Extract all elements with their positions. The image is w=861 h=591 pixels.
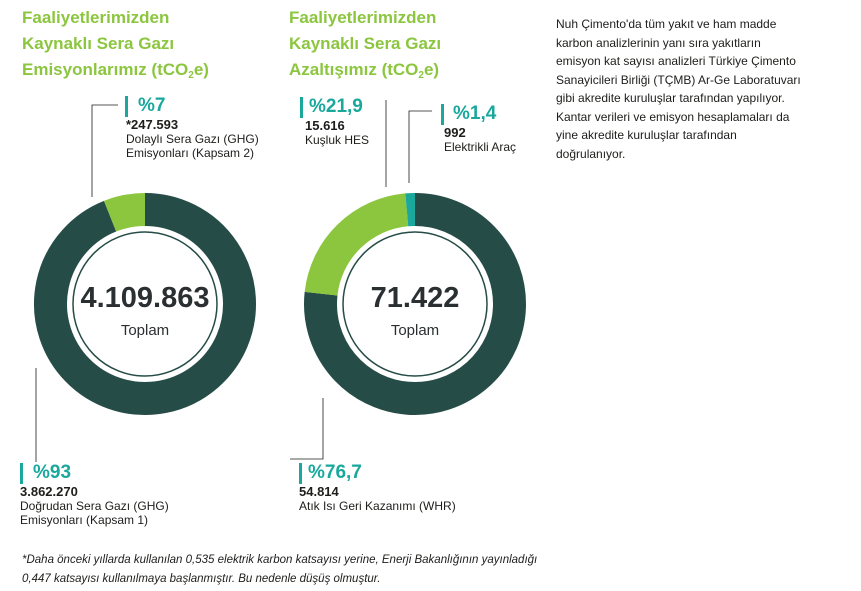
callout-scope2-label2: Emisyonları (Kapsam 2) [126, 146, 255, 160]
callout-scope1-label2: Emisyonları (Kapsam 1) [20, 513, 149, 527]
callout-scope2: %7 *247.593 Dolaylı Sera Gazı (GHG) Emis… [126, 95, 259, 160]
slice-scope2 [103, 193, 146, 232]
callout-scope1-value: 3.862.270 [20, 484, 78, 499]
slice-whr [304, 193, 526, 415]
callout-scope1-percent: %93 [33, 462, 72, 483]
callout-whr: %76,7 54.814 Atık Isı Geri Kazanımı (WHR… [299, 462, 456, 513]
leader-line-whr [290, 398, 324, 460]
leader-line-scope2 [91, 104, 118, 197]
footnote: *Daha önceki yıllarda kullanılan 0,535 e… [22, 554, 538, 585]
callout-ev-value: 992 [444, 125, 466, 140]
callout-bar-ev [441, 104, 444, 125]
slice-scope1 [34, 193, 256, 415]
callout-hes-value: 15.616 [305, 118, 345, 133]
inner-circle [342, 231, 488, 377]
callout-ev-percent: %1,4 [453, 103, 497, 124]
callout-scope2-percent: %7 [138, 95, 166, 116]
chart2-title: Faaliyetlerimizden Kaynaklı Sera Gazı Az… [289, 8, 442, 81]
slice-hes [304, 193, 409, 297]
methodology-note: Nuh Çimento'da tüm yakıt ve ham madde ka… [556, 17, 801, 161]
donut-chart-reductions [304, 193, 526, 415]
callout-hes-label: Kuşluk HES [305, 133, 370, 147]
chart2-total-value: 71.422 [370, 282, 460, 314]
callout-bar-whr [299, 463, 302, 484]
chart1-title: Faaliyetlerimizden Kaynaklı Sera Gazı Em… [22, 8, 209, 81]
chart1-total-label: Toplam [120, 322, 170, 339]
chart1-total-value: 4.109.863 [80, 282, 210, 314]
callout-bar-scope1 [20, 463, 23, 484]
callout-hes: %21,9 15.616 Kuşluk HES [305, 96, 369, 147]
callout-whr-label: Atık Isı Geri Kazanımı (WHR) [299, 499, 456, 513]
callout-scope1-label1: Doğrudan Sera Gazı (GHG) [20, 499, 169, 513]
callout-hes-percent: %21,9 [309, 96, 363, 117]
callout-whr-percent: %76,7 [308, 462, 362, 483]
callout-ev: %1,4 992 Elektrikli Araç [444, 103, 516, 154]
chart2-total-label: Toplam [390, 322, 440, 339]
leader-line-ev [408, 110, 432, 183]
callout-bar-scope2 [125, 96, 128, 117]
inner-circle [72, 231, 218, 377]
callout-ev-label: Elektrikli Araç [444, 140, 517, 154]
callout-scope1: %93 3.862.270 Doğrudan Sera Gazı (GHG) E… [20, 462, 169, 527]
callout-bar-hes [300, 97, 303, 118]
callout-whr-value: 54.814 [299, 484, 339, 499]
callout-scope2-value: *247.593 [126, 117, 179, 132]
donut-chart-emissions [34, 193, 256, 415]
callout-scope2-label1: Dolaylı Sera Gazı (GHG) [126, 132, 259, 146]
